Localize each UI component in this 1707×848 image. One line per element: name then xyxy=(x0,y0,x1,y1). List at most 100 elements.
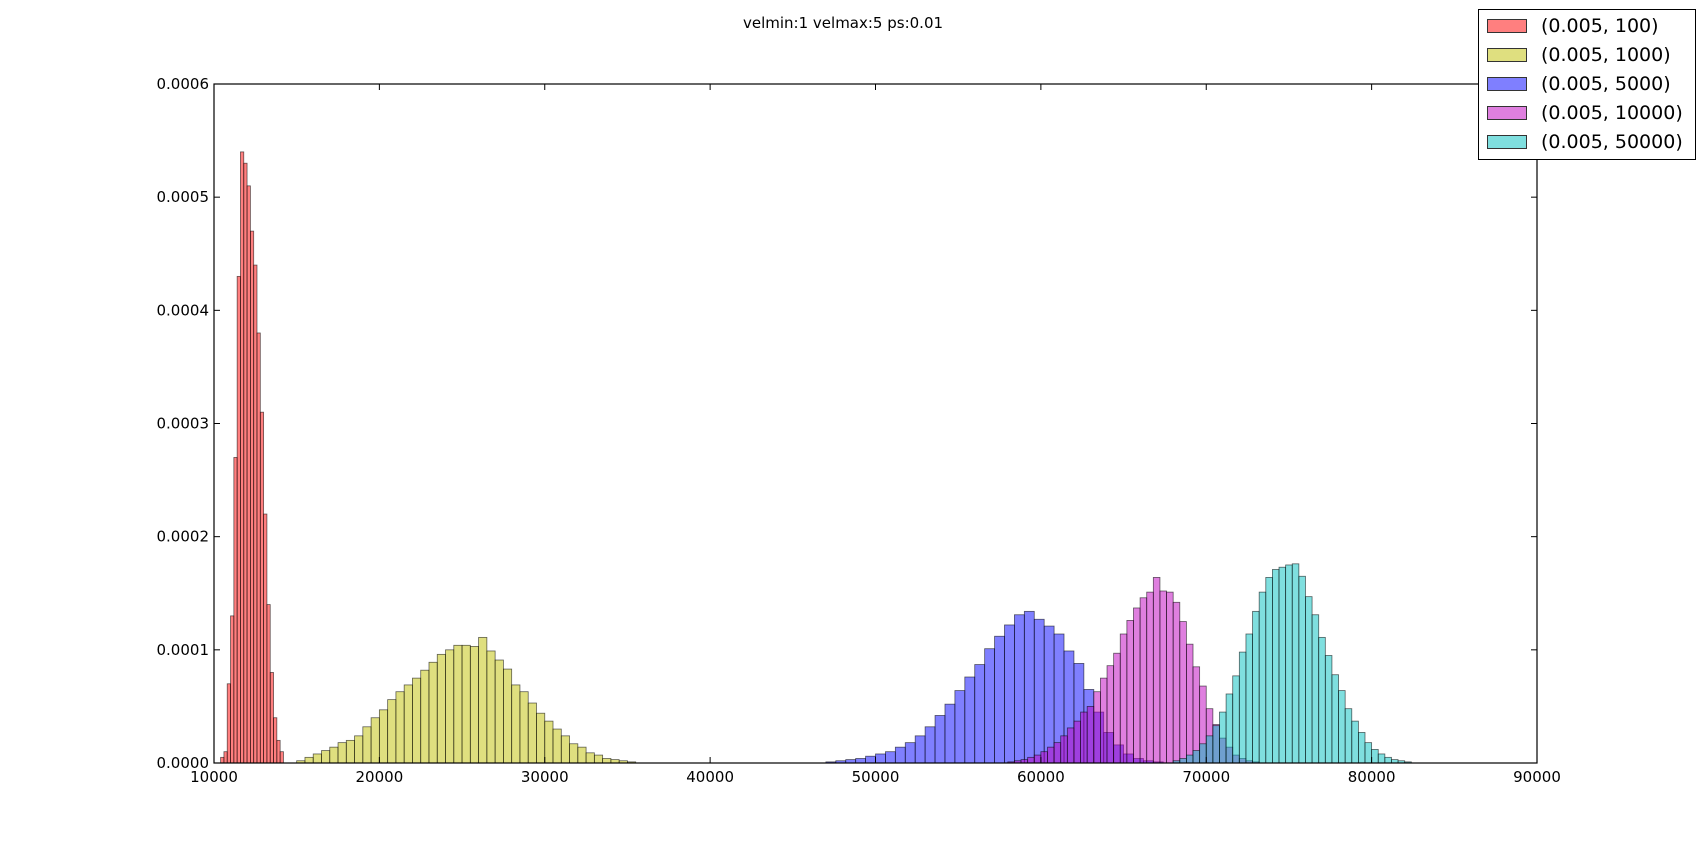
histogram-bar xyxy=(304,756,314,764)
histogram-bar xyxy=(1139,597,1148,764)
histogram-bar xyxy=(1219,711,1227,764)
x-tick-label: 70000 xyxy=(1182,768,1230,786)
histogram-bar xyxy=(934,715,946,764)
histogram-bar xyxy=(1238,651,1247,764)
histogram-bar xyxy=(569,743,579,764)
histogram-bar xyxy=(246,185,251,764)
histogram-bar xyxy=(994,635,1005,764)
y-tick-label: 0.0002 xyxy=(157,528,210,546)
legend-label: (0.005, 100) xyxy=(1541,15,1659,37)
histogram-bar xyxy=(378,709,389,764)
x-tick-label: 20000 xyxy=(356,768,404,786)
histogram-bar xyxy=(1285,564,1293,764)
legend-item: (0.005, 10000) xyxy=(1487,102,1683,124)
histogram-bar xyxy=(1033,754,1042,764)
histogram-bar xyxy=(1252,610,1260,764)
histogram-bar xyxy=(226,683,231,764)
legend-item: (0.005, 5000) xyxy=(1487,73,1671,95)
histogram-bar xyxy=(337,742,347,764)
x-tick-label: 80000 xyxy=(1348,768,1396,786)
histogram-bar xyxy=(1086,706,1095,764)
y-tick-label: 0.0003 xyxy=(157,415,210,433)
histogram-bar xyxy=(345,739,355,764)
histogram-bar xyxy=(585,752,595,764)
histogram-bar xyxy=(1384,756,1392,764)
histogram-bar xyxy=(503,668,513,764)
x-tick-label: 50000 xyxy=(852,768,900,786)
axes-layer: 10000 20000 30000 40000 50000 60000 70000 80000… xyxy=(157,75,1561,786)
histogram-bar xyxy=(1073,720,1081,764)
series-0 xyxy=(220,151,284,764)
histogram-bar xyxy=(253,264,258,764)
legend-swatch xyxy=(1487,135,1527,149)
histogram-bar xyxy=(984,648,995,764)
histogram-bar xyxy=(279,751,284,764)
histogram-bar xyxy=(1066,727,1075,764)
histogram-bar xyxy=(944,703,956,764)
histogram-bar xyxy=(370,717,380,764)
histogram-bar xyxy=(395,691,405,764)
histogram-bar xyxy=(1179,621,1187,764)
histogram-bar xyxy=(875,753,886,764)
histogram-bar xyxy=(1133,607,1141,764)
histogram-bar xyxy=(602,758,612,764)
legend-item: (0.005, 100) xyxy=(1487,15,1659,37)
series-4 xyxy=(1172,563,1412,764)
histogram-bar xyxy=(885,751,896,764)
histogram-bar xyxy=(1245,633,1253,764)
histogram-bar xyxy=(230,615,235,764)
histogram-bar xyxy=(1192,750,1201,764)
histogram-bar xyxy=(1113,652,1121,764)
histogram-bar xyxy=(954,690,966,764)
x-tick-label: 60000 xyxy=(1017,768,1065,786)
histogram-bar xyxy=(1225,693,1234,764)
histogram-bar xyxy=(1324,655,1333,764)
chart-title: velmin:1 velmax:5 ps:0.01 xyxy=(743,14,944,32)
x-tick-label: 40000 xyxy=(686,768,734,786)
histogram-bar xyxy=(1205,735,1214,764)
legend-item: (0.005, 1000) xyxy=(1487,44,1671,66)
histogram-bar xyxy=(1100,677,1108,764)
legend-item: (0.005, 50000) xyxy=(1487,131,1683,153)
histogram-bar xyxy=(1291,563,1300,764)
histogram-bar xyxy=(461,644,471,764)
histogram-bar xyxy=(974,664,986,764)
histogram-bar xyxy=(577,746,587,764)
x-tick-label: 30000 xyxy=(521,768,569,786)
histogram-bar xyxy=(478,636,488,764)
legend-swatch xyxy=(1487,77,1527,91)
histogram-bar xyxy=(220,756,225,764)
histogram-bar xyxy=(273,717,278,764)
histogram-bar xyxy=(865,755,876,764)
histogram-bar xyxy=(276,739,281,764)
histogram-bar xyxy=(964,676,976,764)
histogram-bar xyxy=(1305,596,1313,764)
histogram-bar xyxy=(329,746,339,764)
histogram-bar xyxy=(403,684,413,764)
histogram-bar xyxy=(1040,751,1048,764)
histogram-bar xyxy=(1004,624,1015,764)
histogram-bar xyxy=(1126,620,1134,764)
histogram-bar xyxy=(1179,758,1187,764)
histogram-bar xyxy=(1377,753,1386,764)
histogram-bar xyxy=(249,230,255,764)
histogram-bar xyxy=(266,604,271,764)
legend-label: (0.005, 1000) xyxy=(1541,44,1671,66)
histogram-bar xyxy=(387,699,397,764)
histogram-bar xyxy=(236,275,241,764)
histogram-bar xyxy=(1278,566,1287,764)
histogram-bar xyxy=(233,457,238,764)
histogram-bar xyxy=(428,661,438,764)
histogram-bar xyxy=(544,720,554,764)
histogram-bar xyxy=(1192,666,1201,764)
histogram-bar xyxy=(223,751,228,764)
histogram-bar xyxy=(1212,725,1220,764)
histogram-bar xyxy=(256,332,261,764)
bar-layer xyxy=(220,151,1412,764)
histogram-bar xyxy=(536,712,546,764)
y-tick-label: 0.0005 xyxy=(157,188,210,206)
histogram-bar xyxy=(1371,749,1379,764)
x-tick-label: 90000 xyxy=(1513,768,1561,786)
histogram-bar xyxy=(894,746,906,764)
